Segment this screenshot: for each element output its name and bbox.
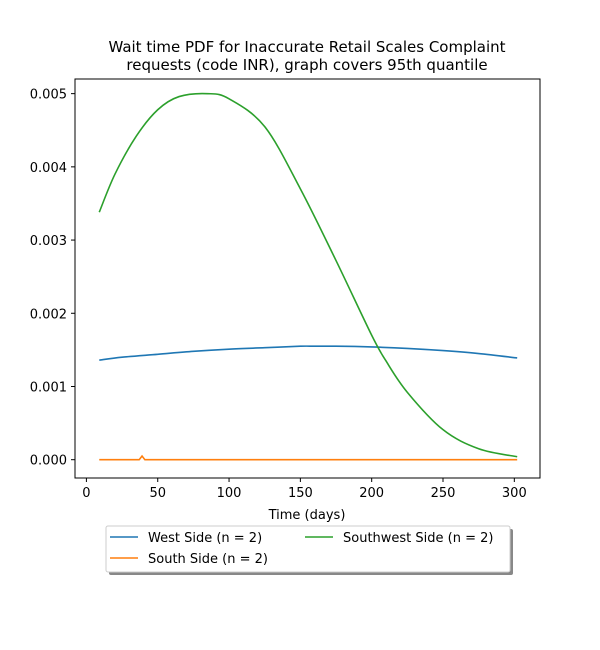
y-tick-label: 0.001 [30,380,67,395]
x-tick-label: 300 [502,486,527,501]
x-tick-label: 0 [82,486,90,501]
x-tick-label: 250 [431,486,456,501]
legend-label: Southwest Side (n = 2) [343,531,493,546]
y-tick-label: 0.002 [30,307,67,322]
legend-label: South Side (n = 2) [148,552,268,567]
x-tick-label: 100 [217,486,242,501]
legend: West Side (n = 2) South Side (n = 2) South… [105,525,513,575]
legend-box [105,525,511,573]
chart-title-line-2: requests (code INR), graph covers 95th q… [126,56,487,74]
y-tick-label: 0.005 [30,88,67,103]
plot-area [74,78,541,479]
y-tick-label: 0.004 [30,161,67,176]
y-tick-label: 0.003 [30,234,67,249]
series-lines [98,92,518,461]
chart-title-line-1: Wait time PDF for Inaccurate Retail Scal… [108,38,505,56]
y-tick-label: 0.000 [30,454,67,469]
x-axis-label: Time (days) [268,508,346,523]
legend-label: West Side (n = 2) [148,531,262,546]
series-line-south-side [99,454,518,461]
x-tick-label: 150 [288,486,313,501]
series-line-west-side [99,345,518,361]
x-axis-ticks: 0 50 100 150 200 250 300 [82,478,527,501]
x-tick-label: 50 [149,486,166,501]
x-tick-label: 200 [359,486,384,501]
y-axis-ticks: 0.000 0.001 0.002 0.003 0.004 0.005 [30,88,75,469]
series-line-southwest-side [98,92,518,458]
plot-frame [74,78,541,479]
